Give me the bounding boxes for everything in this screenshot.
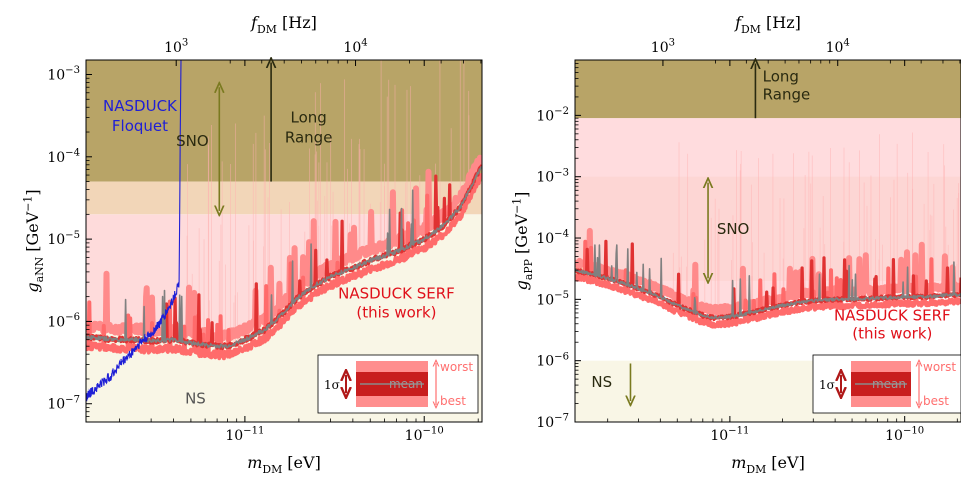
serf-sublabel: (this work) bbox=[852, 325, 932, 343]
x-tick-label: 10−11 bbox=[710, 426, 749, 444]
x-tick-label: 10−10 bbox=[405, 426, 444, 444]
y-tick-label: 10−3 bbox=[536, 167, 569, 185]
ns-label: NS bbox=[185, 390, 206, 408]
x-tick-label: 10−10 bbox=[885, 426, 924, 444]
y-tick-label: 10−6 bbox=[536, 351, 569, 369]
y-axis-label: gaNN [GeV−1] bbox=[22, 189, 46, 292]
region-sno bbox=[86, 181, 482, 215]
x-axis-label: mDM [eV] bbox=[247, 453, 321, 476]
y-tick-label: 10−3 bbox=[47, 65, 80, 83]
y-tick-label: 10−4 bbox=[47, 148, 80, 166]
top-axis-label: fDM [Hz] bbox=[250, 13, 317, 36]
legend-best-label: best bbox=[923, 394, 949, 408]
long-range-label: Range bbox=[285, 129, 333, 147]
legend-mean-label: mean bbox=[872, 377, 906, 391]
legend-worst-label: worst bbox=[440, 360, 473, 374]
long-range-label: Range bbox=[763, 85, 811, 103]
legend: mean 1σ worst best bbox=[317, 354, 479, 414]
serf-best-envelope bbox=[575, 239, 961, 329]
legend-sigma-label: 1σ bbox=[819, 378, 835, 392]
serf-mean-line bbox=[86, 165, 482, 349]
y-tick-label: 10−4 bbox=[536, 229, 569, 247]
serf-sublabel: (this work) bbox=[356, 303, 436, 321]
y-tick-label: 10−5 bbox=[536, 290, 569, 308]
region-long-range bbox=[575, 60, 961, 119]
floquet-label: Floquet bbox=[112, 117, 168, 135]
long-range-label: Long bbox=[291, 109, 327, 127]
y-tick-label: 10−5 bbox=[47, 230, 80, 248]
floquet-label: NASDUCK bbox=[103, 97, 178, 115]
top-axis-label: fDM [Hz] bbox=[734, 13, 801, 36]
legend-best-label: best bbox=[440, 394, 466, 408]
x-axis-label: mDM [eV] bbox=[731, 453, 805, 476]
top-tick-label: 104 bbox=[343, 38, 367, 56]
legend: mean 1σ worst best bbox=[812, 354, 961, 414]
serf-worst-envelope bbox=[86, 154, 482, 343]
top-tick-label: 103 bbox=[651, 38, 675, 56]
ns-label: NS bbox=[591, 373, 612, 391]
y-axis-label: gaPP [GeV−1] bbox=[511, 192, 535, 291]
top-tick-label: 103 bbox=[164, 38, 188, 56]
legend-sigma-label: 1σ bbox=[324, 378, 340, 392]
plot-area bbox=[86, 60, 482, 422]
x-tick-label: 10−11 bbox=[225, 426, 264, 444]
panel-left: 10−11 10−10 103 104 10−7 10−6 10−5 10−4 10−3 mDM … bbox=[22, 13, 483, 476]
serf-best-envelope bbox=[86, 173, 482, 361]
floquet-line bbox=[86, 60, 182, 402]
panel-right: 10−11 10−10 103 104 10−7 10−6 10−5 10−4 10−3 10−2… bbox=[511, 13, 961, 476]
y-tick-label: 10−7 bbox=[47, 394, 80, 412]
y-tick-label: 10−7 bbox=[536, 413, 569, 431]
serf-label: NASDUCK SERF bbox=[338, 284, 455, 302]
y-tick-label: 10−6 bbox=[47, 312, 80, 330]
serf-label: NASDUCK SERF bbox=[834, 307, 951, 325]
long-range-label: Long bbox=[763, 67, 799, 85]
serf-mean-line bbox=[575, 244, 961, 320]
sno-label: SNO bbox=[176, 132, 209, 150]
legend-mean-label: mean bbox=[389, 377, 423, 391]
sno-label: SNO bbox=[717, 220, 750, 238]
top-tick-label: 104 bbox=[826, 38, 850, 56]
region-long-range bbox=[86, 60, 482, 182]
y-tick-label: 10−2 bbox=[536, 106, 569, 124]
legend-worst-label: worst bbox=[923, 360, 956, 374]
